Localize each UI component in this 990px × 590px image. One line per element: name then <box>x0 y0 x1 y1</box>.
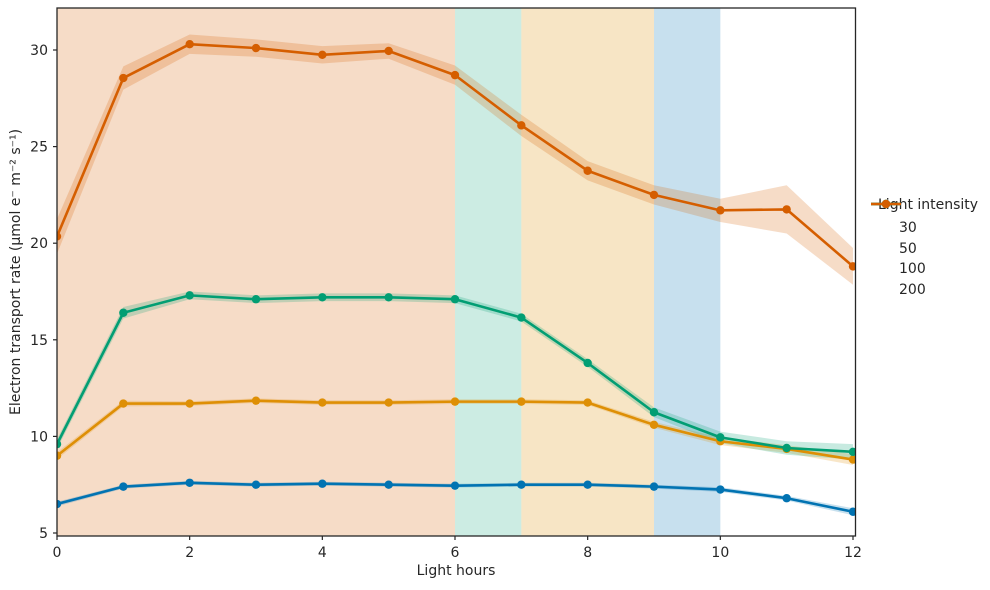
data-point-200-x9 <box>649 190 659 200</box>
highlight-span-7-9 <box>521 8 654 536</box>
data-point-50-x12 <box>848 455 856 464</box>
y-tick-label-25: 25 <box>30 140 48 156</box>
data-point-100-x8 <box>583 358 592 368</box>
legend-item-100: 100 <box>870 199 988 280</box>
data-point-100-x3 <box>251 295 261 304</box>
ci-band-50 <box>57 398 853 465</box>
data-point-200-x1 <box>119 73 128 83</box>
data-point-50-x6 <box>450 397 460 406</box>
data-point-200-x5 <box>384 46 393 56</box>
legend-label-50: 50 <box>899 240 917 257</box>
x-tick-label-6: 6 <box>451 545 460 561</box>
y-tick-label-5: 5 <box>39 526 48 542</box>
legend-label-200: 200 <box>899 281 926 298</box>
data-point-30-x6 <box>450 481 460 490</box>
data-point-30-x12 <box>848 507 856 516</box>
data-point-50-x4 <box>318 398 327 407</box>
legend-item-30: 30 <box>870 199 988 239</box>
data-point-100-x6 <box>450 295 460 304</box>
legend: Light intensity 30 50 100 200 <box>870 197 988 300</box>
highlight-span-6-7 <box>454 8 522 536</box>
data-point-30-x10 <box>716 485 725 494</box>
legend-label-100: 100 <box>899 261 926 278</box>
data-point-100-x4 <box>318 293 327 302</box>
data-point-50-x1 <box>119 399 128 408</box>
data-point-100-x11 <box>782 443 791 453</box>
data-point-30-x1 <box>119 482 128 491</box>
legend-items: 30 50 100 200 <box>870 199 988 301</box>
legend-item-50: 50 <box>870 199 988 260</box>
data-point-100-x1 <box>119 308 128 317</box>
legend-label-30: 30 <box>899 220 917 237</box>
data-point-200-x11 <box>782 205 791 214</box>
data-point-30-x4 <box>318 479 327 488</box>
data-point-200-x4 <box>318 50 327 60</box>
y-tick-label-20: 20 <box>30 236 48 252</box>
y-tick-label-15: 15 <box>30 333 48 349</box>
data-point-30-x11 <box>782 494 791 503</box>
legend-marker-200 <box>871 199 901 209</box>
data-point-200-x6 <box>450 70 460 80</box>
data-point-50-x2 <box>185 399 194 408</box>
x-tick-label-8: 8 <box>583 545 592 561</box>
data-point-100-x2 <box>185 291 194 300</box>
data-point-100-x0 <box>57 439 62 449</box>
data-point-30-x0 <box>57 499 62 509</box>
data-point-50-x3 <box>251 396 261 405</box>
data-point-50-x8 <box>583 398 592 407</box>
data-point-50-x7 <box>517 397 526 406</box>
data-point-200-x2 <box>185 40 194 49</box>
y-axis-label: Electron transport rate (µmol e⁻ m⁻² s⁻¹… <box>8 128 24 416</box>
data-point-30-x7 <box>517 480 526 489</box>
x-axis-label: Light hours <box>416 563 496 579</box>
data-point-200-x10 <box>716 206 725 215</box>
data-point-50-x0 <box>57 451 62 460</box>
data-point-200-x7 <box>517 121 526 130</box>
data-point-30-x8 <box>583 480 592 489</box>
data-point-200-x0 <box>57 232 62 241</box>
data-point-30-x3 <box>251 480 261 489</box>
x-tick-label-2: 2 <box>185 545 194 561</box>
data-point-200-x12 <box>848 262 856 271</box>
data-point-200-x8 <box>583 166 592 175</box>
data-point-30-x2 <box>185 478 194 487</box>
x-tick-label-10: 10 <box>711 545 729 561</box>
data-point-30-x9 <box>649 482 659 491</box>
legend-title: Light intensity <box>878 197 979 213</box>
highlight-span-9-10 <box>653 8 721 536</box>
data-point-100-x7 <box>517 313 526 322</box>
x-tick-label-0: 0 <box>53 545 62 561</box>
ci-band-30 <box>57 480 853 516</box>
plot-border <box>56 7 857 537</box>
x-tick-label-4: 4 <box>318 545 327 561</box>
data-point-50-x9 <box>649 420 659 430</box>
data-point-100-x9 <box>649 408 659 417</box>
data-point-30-x5 <box>384 480 393 489</box>
ci-band-200 <box>57 34 853 285</box>
data-point-100-x10 <box>716 433 725 442</box>
highlight-span-0-6 <box>57 8 455 536</box>
data-point-100-x12 <box>848 447 856 457</box>
y-tick-label-30: 30 <box>30 43 48 59</box>
x-tick-label-12: 12 <box>844 545 862 561</box>
legend-item-200: 200 <box>870 199 988 301</box>
data-point-100-x5 <box>384 293 393 302</box>
data-point-50-x5 <box>384 398 393 407</box>
y-tick-label-10: 10 <box>30 429 48 445</box>
data-point-200-x3 <box>251 43 261 53</box>
